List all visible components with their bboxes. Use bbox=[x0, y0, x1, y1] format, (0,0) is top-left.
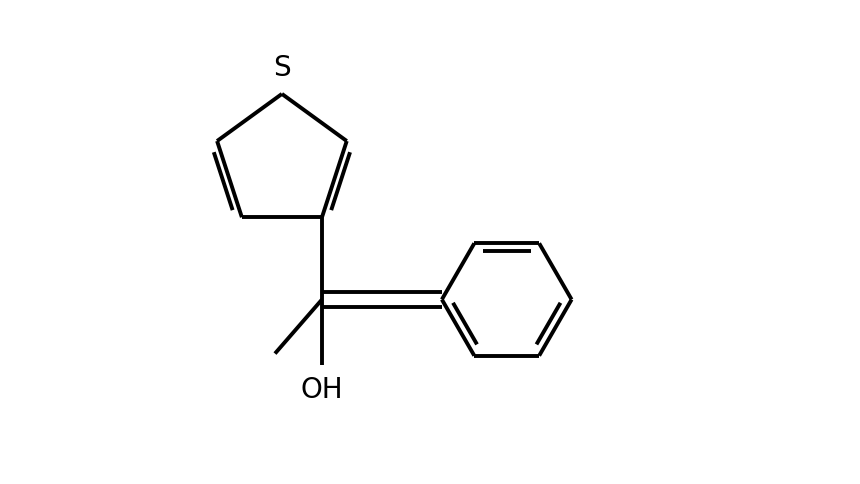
Text: OH: OH bbox=[301, 376, 343, 404]
Text: S: S bbox=[273, 54, 291, 82]
